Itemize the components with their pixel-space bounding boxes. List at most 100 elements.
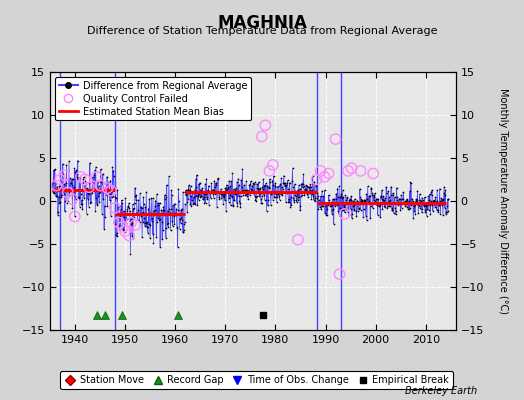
Point [323, 211, 332, 218]
Point [291, 188, 299, 194]
Point [229, 203, 237, 210]
Point [249, 180, 257, 186]
Point [370, 190, 379, 196]
Point [150, 208, 158, 214]
Point [170, 212, 178, 219]
Point [223, 186, 232, 192]
Point [251, 196, 259, 203]
Point [161, 225, 170, 231]
Point [202, 191, 210, 198]
Point [174, 198, 183, 204]
Point [134, 207, 142, 213]
Point [150, 207, 159, 214]
Point [111, 220, 119, 227]
Point [124, 203, 132, 210]
Point [113, 187, 122, 193]
Point [399, 189, 408, 195]
Point [127, 219, 135, 226]
Point [322, 206, 331, 213]
Point [137, 204, 145, 210]
Point [405, 206, 413, 213]
Point [210, 194, 218, 201]
Point [191, 176, 200, 183]
Point [309, 173, 317, 180]
Point [300, 192, 309, 198]
Point [310, 178, 319, 185]
Point [300, 188, 309, 194]
Point [321, 210, 329, 216]
Point [403, 196, 412, 203]
Point [141, 223, 149, 229]
Point [216, 186, 225, 192]
Point [185, 189, 193, 196]
Point [182, 192, 190, 199]
Point [310, 196, 318, 203]
Point [405, 188, 413, 194]
Point [277, 190, 285, 197]
Point [176, 216, 184, 222]
Point [99, 171, 107, 177]
Point [382, 184, 390, 190]
Point [401, 198, 409, 204]
Point [167, 187, 176, 194]
Point [286, 189, 294, 195]
Point [195, 181, 203, 187]
Point [313, 190, 322, 196]
Point [312, 183, 321, 189]
Point [380, 202, 389, 209]
Point [59, 170, 68, 177]
Point [196, 194, 204, 200]
Point [180, 221, 189, 227]
Point [147, 195, 156, 201]
Point [395, 196, 403, 202]
Point [235, 198, 244, 204]
Point [387, 192, 395, 198]
Point [345, 196, 354, 203]
Point [208, 180, 216, 186]
Point [231, 191, 239, 197]
Point [267, 190, 276, 196]
Point [389, 192, 397, 198]
Point [255, 192, 263, 199]
Point [191, 187, 199, 193]
Point [122, 220, 130, 226]
Point [373, 202, 381, 208]
Point [52, 180, 60, 186]
Point [262, 189, 270, 195]
Point [343, 194, 352, 201]
Point [49, 167, 58, 173]
Point [105, 197, 114, 204]
Point [317, 206, 325, 212]
Point [314, 193, 322, 200]
Point [309, 179, 317, 186]
Point [78, 197, 86, 203]
Point [133, 210, 141, 216]
Point [91, 208, 100, 214]
Text: Difference of Station Temperature Data from Regional Average: Difference of Station Temperature Data f… [87, 26, 437, 36]
Point [214, 176, 222, 182]
Point [205, 188, 214, 195]
Point [430, 197, 438, 204]
Point [308, 191, 316, 197]
Point [119, 226, 127, 232]
Point [223, 188, 231, 195]
Point [390, 200, 399, 206]
Point [204, 189, 212, 196]
Point [285, 196, 293, 202]
Point [66, 175, 74, 182]
Point [257, 200, 266, 206]
Point [195, 179, 204, 186]
Point [125, 205, 133, 212]
Point [372, 200, 380, 206]
Point [84, 196, 92, 202]
Point [115, 213, 124, 220]
Point [141, 204, 150, 210]
Point [380, 197, 388, 204]
Point [271, 182, 279, 189]
Point [397, 204, 406, 211]
Point [71, 213, 79, 220]
Point [117, 206, 125, 212]
Point [278, 192, 286, 198]
Point [87, 199, 95, 206]
Point [284, 199, 292, 205]
